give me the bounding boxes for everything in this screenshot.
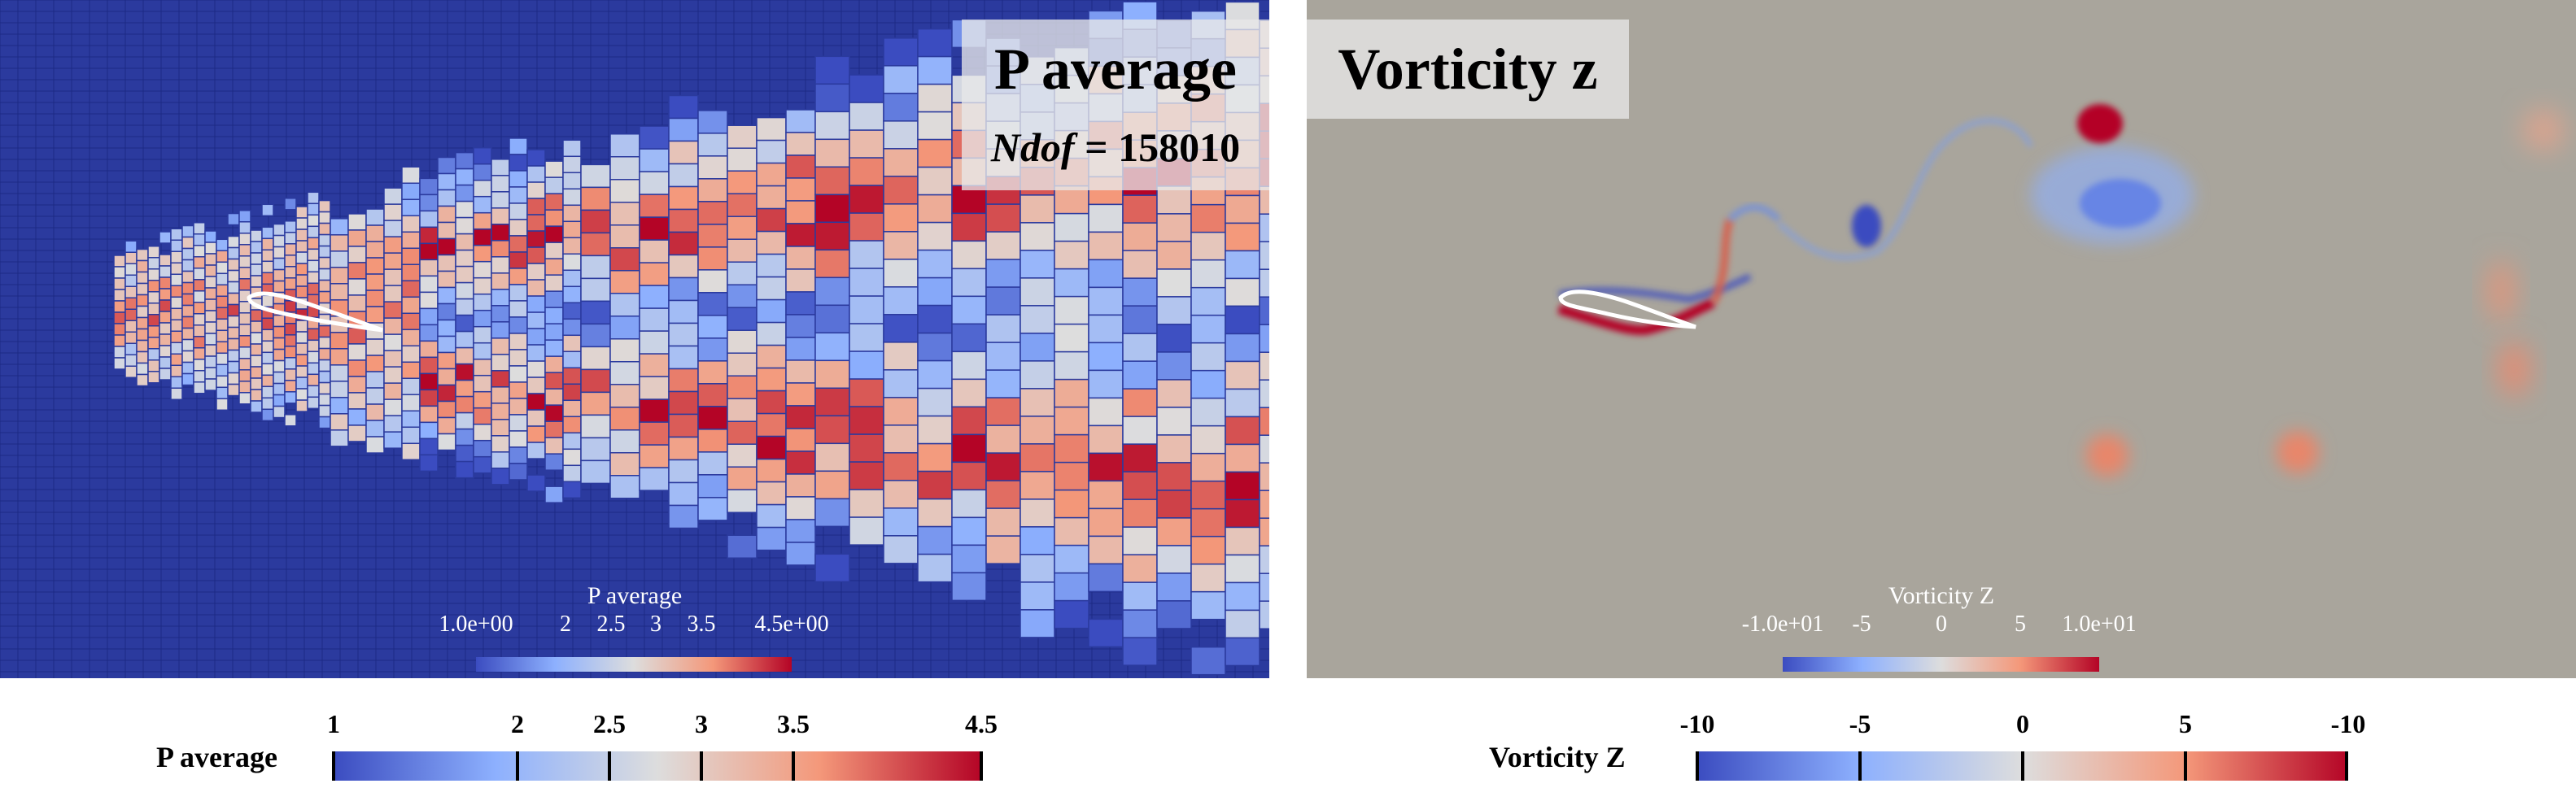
inline-tick-label: 3 <box>650 612 661 637</box>
p-average-label-box: P average Ndof = 158010 <box>962 20 1269 190</box>
vorticity-title: Vorticity z <box>1338 37 1598 102</box>
colorbar-tick-mark <box>1858 751 1862 781</box>
vortex-diffuse-3 <box>2522 109 2565 151</box>
p-average-colorbar: P average 1 2 2.5 3 3.5 4.5 <box>0 683 1269 801</box>
colorbar-tick-mark <box>2184 751 2187 781</box>
colorbar-tick-label: 3 <box>695 709 708 738</box>
vortex-diffuse-2 <box>2498 342 2530 397</box>
colorbar-tick-mark <box>608 751 611 781</box>
colorbar-tick-label: 2 <box>511 709 524 738</box>
airfoil-outline <box>247 291 383 333</box>
colorbar-tick-mark <box>332 751 335 781</box>
wake-filament-tail <box>1777 118 2033 260</box>
vortex-blue-halo <box>2031 146 2194 244</box>
colorbar-tick-mark <box>980 751 983 781</box>
colorbar-tick-label: -5 <box>1849 709 1871 738</box>
vortex-red-top <box>2077 104 2123 143</box>
inline-tick-label: 1.0e+01 <box>2062 612 2137 637</box>
colorbar-tick-label: -10 <box>1679 709 1715 738</box>
colorbar-tick-mark <box>2021 751 2024 781</box>
vorticity-panel: Vorticity z Vorticity Z -1.0e+01 -5 0 5 … <box>1307 0 2576 678</box>
inline-tick-label: 5 <box>2015 612 2026 637</box>
inline-colorbar-gradient <box>1783 657 2099 672</box>
p-average-title: P average <box>994 37 1237 102</box>
colorbar-tick-label: 0 <box>2016 709 2029 738</box>
colorbar-tick-label: -10 <box>2330 709 2366 738</box>
vorticity-label-box: Vorticity z <box>1307 20 1629 119</box>
colorbar-tick-label: 1 <box>327 709 340 738</box>
inline-tick-label: 2 <box>560 612 571 637</box>
colorbar-tick-mark <box>2345 751 2348 781</box>
colorbar-tick-mark <box>700 751 703 781</box>
ndof-value: 158010 <box>1118 124 1241 170</box>
vorticity-inline-colorbar: Vorticity Z -1.0e+01 -5 0 5 1.0e+01 <box>1730 582 2153 678</box>
ndof-equals: = <box>1074 124 1119 170</box>
inline-colorbar-title: Vorticity Z <box>1888 582 1995 609</box>
vortex-red-far-1 <box>2086 434 2128 477</box>
inline-tick-label: 0 <box>1936 612 1947 637</box>
inline-tick-label: 3.5 <box>687 612 716 637</box>
colorbar-tick-label: 2.5 <box>593 709 626 738</box>
ndof-label: Ndof <box>990 124 1075 170</box>
inline-tick-label: 2.5 <box>596 612 626 637</box>
colorbar-tick-label: 4.5 <box>965 709 998 738</box>
vortex-diffuse-1 <box>2486 260 2516 322</box>
inline-tick-label: -1.0e+01 <box>1741 612 1824 637</box>
wake-filament-red <box>1709 218 1734 305</box>
colorbar-tick-mark <box>1696 751 1699 781</box>
inline-tick-label: 4.5e+00 <box>754 612 829 637</box>
p-average-inline-colorbar: P average 1.0e+00 2 2.5 3 3.5 4.5e+00 <box>423 582 846 678</box>
inline-colorbar-gradient <box>476 657 792 672</box>
vortex-red-far-2 <box>2277 431 2319 473</box>
inline-colorbar-title: P average <box>587 582 683 609</box>
p-average-panel: P average Ndof = 158010 P average 1.0e+0… <box>0 0 1269 678</box>
vorticity-colorbar: Vorticity Z -10 -5 0 5 -10 <box>1307 683 2576 801</box>
inline-tick-label: 1.0e+00 <box>439 612 513 637</box>
ndof-annotation: Ndof = 158010 <box>962 124 1269 171</box>
p-average-colorbar-label: P average <box>156 741 277 773</box>
colorbar-tick-mark <box>792 751 795 781</box>
colorbar-tick-mark <box>516 751 519 781</box>
p-average-colorbar-gradient <box>334 751 981 781</box>
vortex-blue-small <box>1852 205 1881 247</box>
colorbar-tick-label: 5 <box>2179 709 2192 738</box>
shear-layer-lower <box>1557 298 1716 335</box>
inline-tick-label: -5 <box>1852 612 1871 637</box>
vorticity-colorbar-label: Vorticity Z <box>1489 741 1626 773</box>
wake-filament-blue <box>1727 204 1781 222</box>
airfoil-body <box>1558 289 1696 329</box>
colorbar-tick-label: 3.5 <box>777 709 810 738</box>
